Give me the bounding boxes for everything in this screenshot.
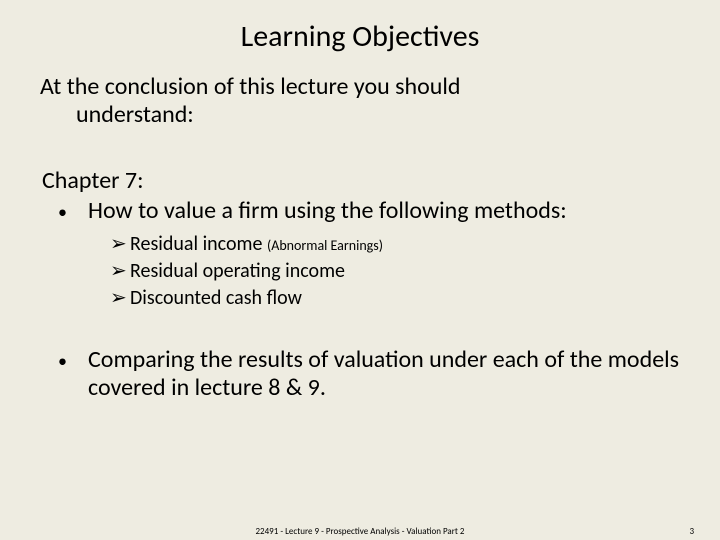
page-number: 3 bbox=[689, 526, 694, 537]
bullet-item: • How to value a firm using the followin… bbox=[40, 197, 680, 227]
sub-text: Residual income bbox=[130, 232, 267, 256]
intro-text: At the conclusion of this lecture you sh… bbox=[40, 73, 680, 128]
arrow-icon: ➢ bbox=[110, 231, 130, 258]
slide-title: Learning Objectives bbox=[90, 18, 630, 55]
footer-text: 22491 - Lecture 9 - Prospective Analysis… bbox=[0, 526, 720, 537]
sub-text: Discounted cash flow bbox=[130, 286, 302, 310]
slide: Learning Objectives At the conclusion of… bbox=[0, 0, 720, 540]
arrow-icon: ➢ bbox=[110, 258, 130, 285]
sub-list: ➢Residual income (Abnormal Earnings) ➢Re… bbox=[110, 231, 680, 312]
intro-line-1: At the conclusion of this lecture you sh… bbox=[40, 73, 680, 101]
intro-line-2: understand: bbox=[40, 101, 680, 129]
bullet-text: How to value a firm using the following … bbox=[88, 197, 680, 225]
sub-note: (Abnormal Earnings) bbox=[267, 237, 383, 254]
bullet-marker: • bbox=[40, 197, 88, 227]
sub-item: ➢Residual operating income bbox=[110, 258, 680, 285]
bullet-marker: • bbox=[40, 346, 88, 376]
sub-item: ➢Residual income (Abnormal Earnings) bbox=[110, 231, 680, 258]
sub-text: Residual operating income bbox=[130, 259, 345, 283]
arrow-icon: ➢ bbox=[110, 285, 130, 312]
bullet-item: • Comparing the results of valuation und… bbox=[40, 346, 680, 401]
chapter-label: Chapter 7: bbox=[40, 166, 680, 195]
sub-item: ➢Discounted cash flow bbox=[110, 285, 680, 312]
bullet-text: Comparing the results of valuation under… bbox=[88, 346, 680, 401]
